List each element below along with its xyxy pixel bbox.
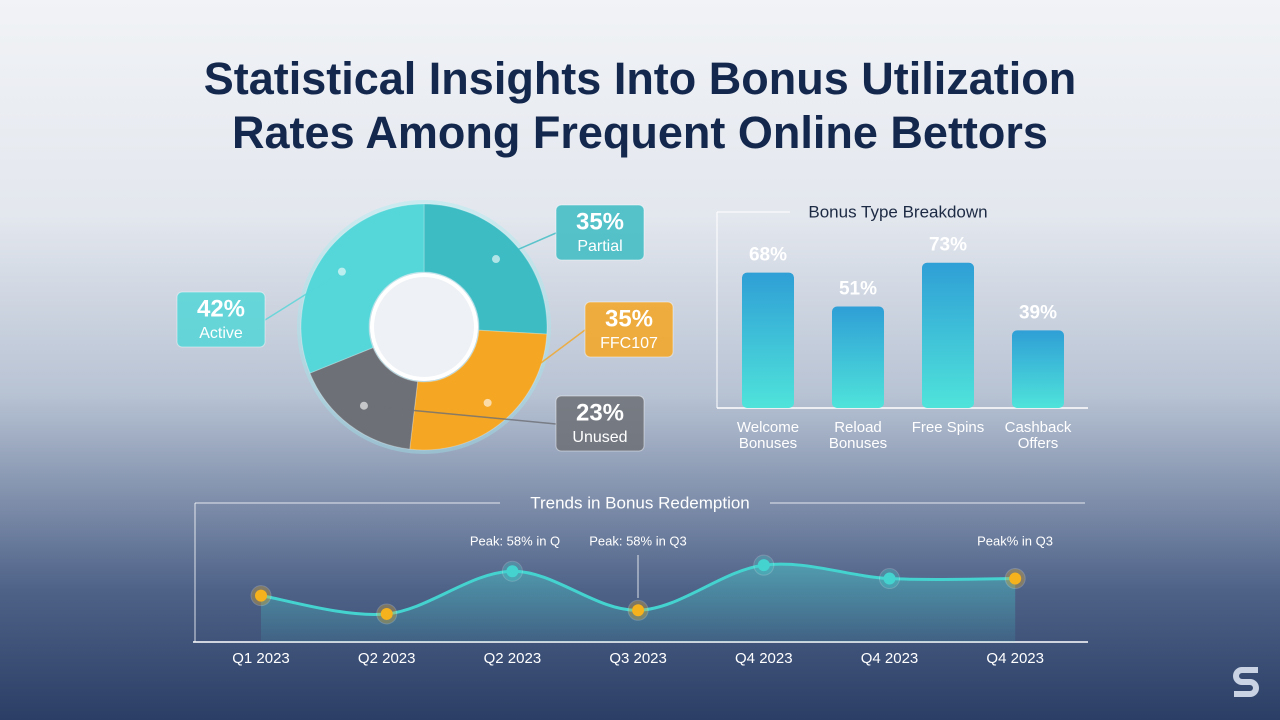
callout-label: Unused (572, 429, 627, 446)
point (757, 559, 770, 572)
value-label: 68% (749, 245, 787, 266)
callout-label: Partial (577, 238, 622, 255)
x-tick-label: Q4 2023 (986, 650, 1044, 667)
bar (832, 306, 884, 408)
donut-segment (309, 346, 419, 450)
chart-title: Bonus Type Breakdown (808, 202, 987, 221)
bar (922, 262, 974, 408)
segment-dot (492, 255, 501, 264)
callout-value: 35% (576, 208, 624, 235)
annotation: Peak: 58% in Q (470, 533, 560, 548)
area (261, 564, 1016, 642)
donut-segment (423, 203, 548, 335)
connector (495, 232, 557, 260)
callout-value: 42% (197, 295, 245, 322)
bar (742, 272, 794, 408)
callout-label: FFC107 (600, 335, 658, 352)
callout-box (555, 204, 645, 261)
x-tick-label: Q4 2023 (735, 650, 793, 667)
x-tick-label: Q2 2023 (358, 650, 416, 667)
value-label: 73% (929, 235, 967, 256)
point (632, 604, 645, 617)
page-title: Statistical Insights Into Bonus Utilizat… (203, 53, 1077, 158)
callout-box (176, 291, 266, 348)
x-tick-label: Free Spins (911, 419, 985, 436)
annotation: Peak: 58% in Q3 (589, 533, 687, 548)
donut-segment (300, 203, 425, 374)
x-tick-label: Reload Bonuses (828, 419, 888, 452)
value-label: 51% (839, 279, 877, 300)
x-tick-label: Q1 2023 (232, 650, 290, 667)
x-tick-label: Q4 2023 (861, 650, 919, 667)
value-label: 39% (1019, 302, 1057, 323)
logo (1233, 667, 1259, 697)
point (883, 572, 896, 585)
segment-dot (483, 398, 492, 407)
point (255, 589, 267, 602)
bar (1012, 330, 1064, 408)
donut-hole (370, 273, 478, 381)
point (1009, 572, 1022, 585)
x-tick-label: Welcome Bonuses (736, 419, 800, 452)
annotation: Peak% in Q3 (977, 533, 1053, 548)
callout-value: 23% (576, 399, 624, 426)
x-tick-label: Q2 2023 (484, 650, 542, 667)
segment-dot (359, 401, 368, 410)
donut-segment (409, 329, 548, 451)
connector (363, 404, 557, 425)
chart-title: Trends in Bonus Redemption (530, 493, 750, 512)
connector (264, 271, 343, 321)
point (506, 565, 519, 578)
callout-label: Active (199, 325, 243, 342)
point (380, 607, 393, 620)
callout-box (584, 301, 674, 358)
x-tick-label: Q3 2023 (609, 650, 667, 667)
segment-dot (337, 267, 346, 276)
x-tick-label: Cashback Offers (1004, 419, 1072, 452)
callout-box (555, 395, 645, 452)
connector (487, 329, 586, 404)
callout-value: 35% (605, 305, 653, 332)
